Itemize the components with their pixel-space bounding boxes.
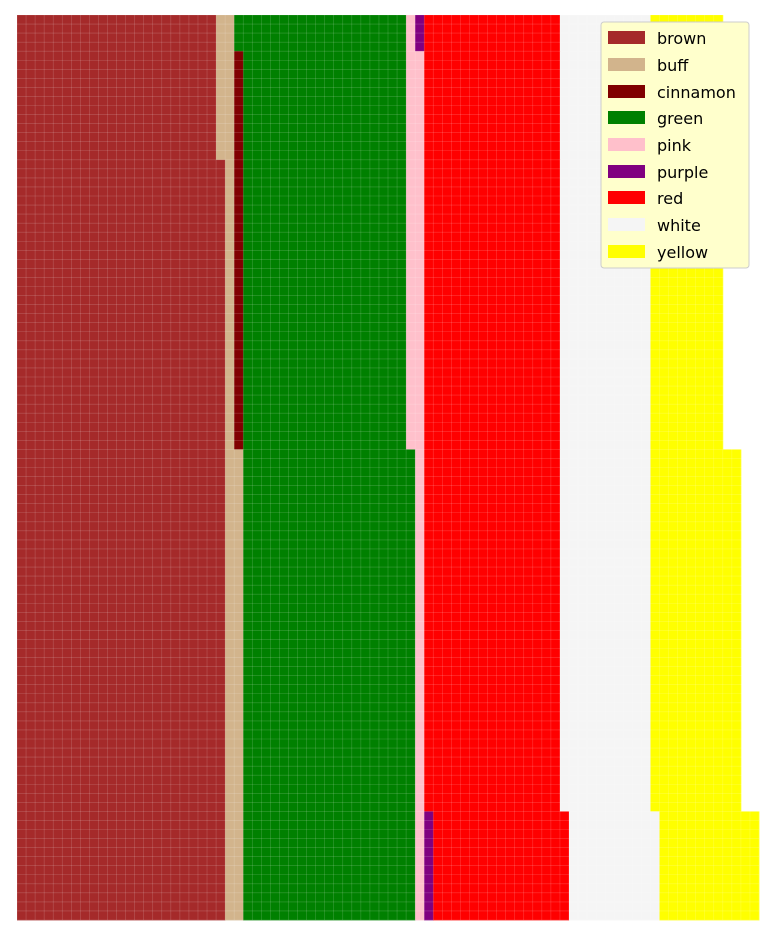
waffle-segment-red-0 bbox=[424, 15, 561, 52]
legend: brown buff cinnamon green pink purple re… bbox=[600, 21, 750, 269]
waffle-segment-pink-4 bbox=[415, 702, 425, 812]
waffle-segment-white-5 bbox=[568, 811, 660, 921]
legend-frame bbox=[600, 21, 750, 269]
waffle-segment-pink-2 bbox=[406, 159, 425, 450]
waffle-segment-red-2 bbox=[424, 159, 561, 450]
waffle-segment-buff-3 bbox=[225, 449, 244, 704]
legend-swatch-cinnamon bbox=[608, 85, 645, 98]
waffle-segment-green-4 bbox=[243, 702, 416, 812]
waffle-segment-brown-2 bbox=[17, 159, 226, 450]
legend-label-green: green bbox=[657, 109, 703, 128]
waffle-segment-green-1 bbox=[243, 51, 407, 161]
waffle-segment-pink-1 bbox=[406, 51, 425, 161]
waffle-segment-green-2 bbox=[243, 159, 407, 450]
legend-label-white: white bbox=[657, 216, 701, 235]
legend-swatch-green bbox=[608, 111, 645, 124]
waffle-segment-purple-5 bbox=[424, 811, 434, 921]
legend-label-red: red bbox=[657, 189, 683, 208]
waffle-segment-yellow-5 bbox=[659, 811, 760, 921]
waffle-segment-buff-4 bbox=[225, 702, 244, 812]
waffle-segment-buff-5 bbox=[225, 811, 244, 921]
legend-swatch-red bbox=[608, 191, 645, 204]
waffle-segment-white-3 bbox=[559, 449, 651, 704]
waffle-segment-brown-5 bbox=[17, 811, 226, 921]
legend-label-purple: purple bbox=[657, 163, 708, 182]
legend-swatch-pink bbox=[608, 138, 645, 151]
waffle-segment-buff-0 bbox=[216, 15, 235, 52]
waffle-segment-pink-3 bbox=[415, 449, 425, 704]
waffle-segment-purple-0 bbox=[415, 15, 425, 52]
waffle-segment-yellow-3 bbox=[650, 449, 742, 704]
waffle-segment-pink-5 bbox=[415, 811, 425, 921]
waffle-segment-green-0 bbox=[234, 15, 407, 52]
waffle-segment-brown-0 bbox=[17, 15, 217, 52]
legend-label-pink: pink bbox=[657, 136, 692, 155]
waffle-segment-brown-1 bbox=[17, 51, 217, 161]
waffle-segment-brown-3 bbox=[17, 449, 226, 704]
legend-swatch-brown bbox=[608, 31, 645, 44]
waffle-segment-green-5 bbox=[243, 811, 416, 921]
legend-swatch-yellow bbox=[608, 245, 645, 258]
waffle-segment-white-4 bbox=[559, 702, 651, 812]
waffle-segment-red-5 bbox=[433, 811, 570, 921]
waffle-segment-red-1 bbox=[424, 51, 561, 161]
waffle-segment-pink-0 bbox=[406, 15, 416, 52]
waffle-segment-brown-4 bbox=[17, 702, 226, 812]
waffle-segment-green-3 bbox=[243, 449, 416, 704]
legend-label-buff: buff bbox=[657, 56, 689, 75]
waffle-segment-buff-2 bbox=[225, 159, 235, 450]
legend-swatch-white bbox=[608, 218, 645, 231]
legend-label-cinnamon: cinnamon bbox=[657, 83, 736, 102]
waffle-segments bbox=[17, 15, 760, 921]
legend-label-yellow: yellow bbox=[657, 243, 708, 262]
waffle-segment-cinnamon-2 bbox=[234, 159, 244, 450]
waffle-segment-red-4 bbox=[424, 702, 561, 812]
waffle-segment-buff-1 bbox=[216, 51, 235, 161]
waffle-segment-yellow-4 bbox=[650, 702, 742, 812]
waffle-segment-cinnamon-1 bbox=[234, 51, 244, 161]
legend-label-brown: brown bbox=[657, 29, 706, 48]
legend-swatch-buff bbox=[608, 58, 645, 71]
waffle-segment-red-3 bbox=[424, 449, 561, 704]
legend-swatch-purple bbox=[608, 165, 645, 178]
